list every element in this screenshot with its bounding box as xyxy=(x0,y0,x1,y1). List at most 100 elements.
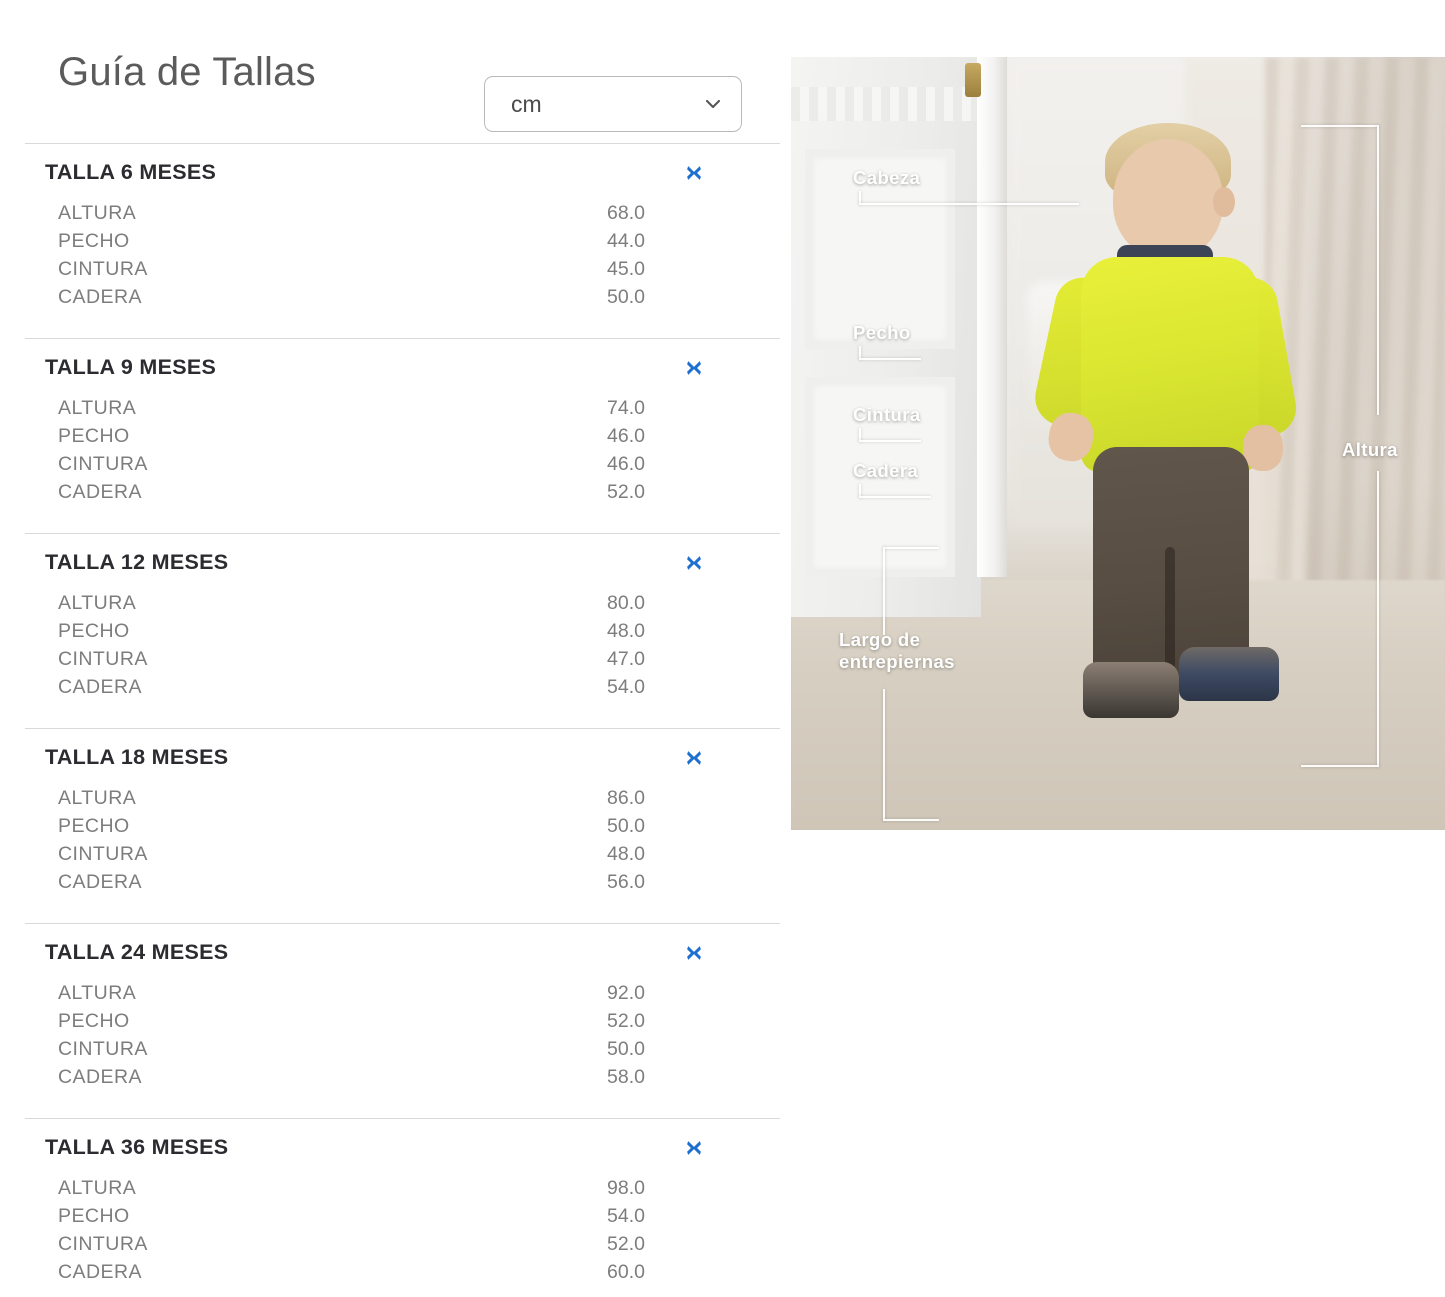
measure-value: 52.0 xyxy=(607,481,645,503)
toddler-sweater xyxy=(1081,257,1259,472)
measure-label: CINTURA xyxy=(58,1038,148,1060)
measure-row: ALTURA 98.0 xyxy=(0,1177,791,1207)
measure-value: 50.0 xyxy=(607,815,645,837)
measure-row: CINTURA 52.0 xyxy=(0,1233,791,1263)
close-icon[interactable] xyxy=(672,935,716,971)
size-block: TALLA 12 MESES ALTURA 80.0 PECHO 48.0 xyxy=(0,534,791,728)
guide-line-pecho xyxy=(859,358,921,360)
size-block-title: TALLA 6 MESES xyxy=(45,160,217,185)
guide-line-entrepiernas-bottom xyxy=(883,819,939,821)
measure-label: PECHO xyxy=(58,1010,130,1032)
measure-row: ALTURA 74.0 xyxy=(0,398,791,427)
measure-label: CINTURA xyxy=(58,1233,148,1255)
measure-value: 46.0 xyxy=(607,453,645,475)
size-block: TALLA 36 MESES ALTURA 98.0 PECHO 54.0 xyxy=(0,1119,791,1297)
measure-row: PECHO 52.0 xyxy=(0,1010,791,1040)
size-block: TALLA 18 MESES ALTURA 86.0 PECHO 50.0 xyxy=(0,729,791,923)
measure-row: PECHO 44.0 xyxy=(0,231,791,260)
measure-value: 56.0 xyxy=(607,871,645,893)
toddler-pants xyxy=(1093,447,1249,677)
panel-header: Guía de Tallas cm xyxy=(0,0,791,143)
door-moulding xyxy=(805,377,955,577)
guide-line-pecho-tick xyxy=(859,346,861,360)
guide-line-cintura-tick xyxy=(859,428,861,442)
measure-label: PECHO xyxy=(58,620,130,642)
size-block-header: TALLA 36 MESES xyxy=(0,1119,791,1177)
measure-label: CINTURA xyxy=(58,843,148,865)
measure-label: CADERA xyxy=(58,676,142,698)
unit-select-value: cm xyxy=(511,90,542,117)
measure-value: 52.0 xyxy=(607,1233,645,1255)
size-block: TALLA 9 MESES ALTURA 74.0 PECHO 46.0 xyxy=(0,339,791,533)
measure-value: 48.0 xyxy=(607,843,645,865)
unit-select-wrapper: cm xyxy=(484,76,742,132)
guide-line-entrepiernas-lower xyxy=(883,689,885,821)
size-block-header: TALLA 12 MESES xyxy=(0,534,791,592)
measure-row: CINTURA 47.0 xyxy=(0,648,791,678)
door-moulding xyxy=(805,149,955,349)
measure-row: CADERA 52.0 xyxy=(0,481,791,511)
guide-line-entrepiernas-upper xyxy=(883,547,885,635)
measure-label: ALTURA xyxy=(58,787,137,809)
guide-line-altura-bottom xyxy=(1301,765,1379,767)
measure-label: PECHO xyxy=(58,425,130,447)
close-icon[interactable] xyxy=(672,740,716,776)
measure-row: CINTURA 46.0 xyxy=(0,453,791,483)
close-icon[interactable] xyxy=(672,155,716,191)
measure-value: 68.0 xyxy=(607,202,645,224)
measure-row: PECHO 46.0 xyxy=(0,425,791,455)
close-icon[interactable] xyxy=(672,545,716,581)
measure-rows: ALTURA 86.0 PECHO 50.0 CINTURA 48.0 CADE… xyxy=(0,787,791,923)
measure-label: ALTURA xyxy=(58,202,137,224)
measure-value: 50.0 xyxy=(607,286,645,308)
measure-row: CADERA 60.0 xyxy=(0,1261,791,1291)
size-block: TALLA 24 MESES ALTURA 92.0 PECHO 52.0 xyxy=(0,924,791,1118)
guide-line-cabeza xyxy=(859,203,1079,205)
size-block-title: TALLA 24 MESES xyxy=(45,940,229,965)
size-block-header: TALLA 24 MESES xyxy=(0,924,791,982)
measure-label: CINTURA xyxy=(58,258,148,280)
measure-row: ALTURA 68.0 xyxy=(0,202,791,232)
toddler-head xyxy=(1113,139,1223,259)
guide-line-cadera xyxy=(859,496,931,498)
measure-label: ALTURA xyxy=(58,1177,137,1199)
measure-value: 45.0 xyxy=(607,258,645,280)
annotation-cadera: Cadera xyxy=(853,460,919,481)
annotation-altura: Altura xyxy=(1342,439,1398,460)
guide-line-altura-upper xyxy=(1377,125,1379,415)
page-title: Guía de Tallas xyxy=(58,49,316,94)
size-block-title: TALLA 18 MESES xyxy=(45,745,229,770)
measure-value: 60.0 xyxy=(607,1261,645,1283)
close-icon[interactable] xyxy=(672,1130,716,1166)
measure-row: ALTURA 80.0 xyxy=(0,593,791,622)
measure-value: 52.0 xyxy=(607,1010,645,1032)
close-icon[interactable] xyxy=(672,350,716,386)
annotation-cabeza: Cabeza xyxy=(853,167,921,188)
measure-value: 58.0 xyxy=(607,1066,645,1088)
guide-line-altura-lower xyxy=(1377,471,1379,767)
unit-select[interactable]: cm xyxy=(484,76,742,132)
toddler-shoe-left xyxy=(1083,662,1179,718)
divider xyxy=(25,338,780,339)
chevron-down-icon xyxy=(703,94,723,114)
measure-label: CINTURA xyxy=(58,648,148,670)
measure-value: 54.0 xyxy=(607,676,645,698)
door-panel xyxy=(791,57,981,617)
divider xyxy=(25,1118,780,1119)
measure-value: 48.0 xyxy=(607,620,645,642)
door-frame xyxy=(977,57,1007,577)
size-block: TALLA 6 MESES ALTURA 68.0 PECHO 44.0 xyxy=(0,144,791,338)
toddler-shoe-right xyxy=(1179,647,1279,701)
measure-row: CINTURA 48.0 xyxy=(0,843,791,873)
size-block-header: TALLA 9 MESES xyxy=(0,339,791,397)
guide-line-cabeza-tick xyxy=(859,191,861,205)
size-guide-panel: Guía de Tallas cm TALLA 6 MESES xyxy=(0,0,791,1297)
toddler-hand-right xyxy=(1243,425,1283,471)
toddler-ear xyxy=(1213,187,1235,217)
measure-row: PECHO 50.0 xyxy=(0,815,791,845)
measure-row: ALTURA 86.0 xyxy=(0,787,791,817)
measure-label: CADERA xyxy=(58,1261,142,1283)
measure-label: CADERA xyxy=(58,286,142,308)
measure-rows: ALTURA 80.0 PECHO 48.0 CINTURA 47.0 CADE… xyxy=(0,592,791,728)
